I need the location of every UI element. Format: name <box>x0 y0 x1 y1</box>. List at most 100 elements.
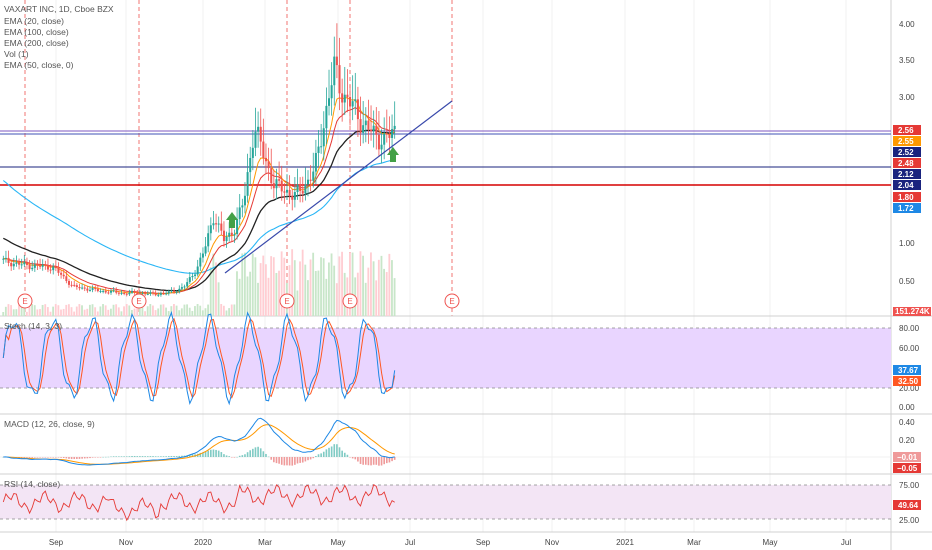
macd-hist-bar <box>70 457 73 460</box>
volume-bar <box>362 255 364 316</box>
candle-body <box>201 253 204 258</box>
candle-body <box>257 126 260 132</box>
volume-bar <box>44 304 47 316</box>
macd-hist-bar <box>283 457 286 466</box>
volume-bar <box>28 306 31 316</box>
macd-hist-bar <box>223 454 225 457</box>
earnings-marker[interactable]: E <box>279 293 295 309</box>
macd-tick: 0.40 <box>899 418 915 427</box>
macd-hist-bar <box>89 457 91 459</box>
macd-hist-bar <box>270 457 273 460</box>
macd-hist-bar <box>65 457 68 459</box>
time-label: 2020 <box>194 538 212 547</box>
macd-hist-bar <box>383 457 385 465</box>
macd-hist-bar <box>141 456 144 457</box>
macd-hist-bar <box>118 456 120 457</box>
macd-hist-bar <box>228 456 231 457</box>
volume-bar <box>78 304 81 316</box>
macd-hist-bar <box>233 457 236 458</box>
candlesticks <box>2 23 396 297</box>
candle-body <box>2 258 5 260</box>
volume-bar <box>104 305 107 316</box>
volume-bar <box>291 249 294 316</box>
macd-hist-bar <box>309 457 312 460</box>
indicator-ema-200[interactable]: EMA (200, close) <box>4 38 69 48</box>
price-pane[interactable]: E E E E E VAXART INC, 1D, Cboe BZX EMA (20, … <box>0 4 931 316</box>
candle-body <box>191 275 194 278</box>
candle-body <box>346 94 349 98</box>
stoch-pane[interactable]: Stoch (14, 3, 3) 80.00 60.00 20.00 0.00 … <box>0 310 921 412</box>
price-badge: 1.80 <box>893 192 921 202</box>
price-badge: 1.72 <box>893 203 921 213</box>
macd-signal-badge: −0.05 <box>893 463 921 473</box>
volume-bar <box>52 306 55 316</box>
svg-text:−0.01: −0.01 <box>897 453 918 462</box>
macd-hist-bar <box>128 456 131 457</box>
indicator-ema-20[interactable]: EMA (20, close) <box>4 16 64 26</box>
trend-line[interactable] <box>224 100 453 274</box>
price-tick: 0.50 <box>899 277 915 286</box>
volume-bar <box>25 311 28 316</box>
earnings-marker[interactable]: E <box>444 293 460 309</box>
stoch-tick: 0.00 <box>899 403 915 412</box>
candle-body <box>170 290 173 292</box>
volume-bar <box>299 261 301 316</box>
candle-body <box>165 293 168 295</box>
volume-bar <box>154 310 157 316</box>
candle-body <box>49 269 52 271</box>
up-arrow-icon[interactable] <box>226 212 238 228</box>
volume-bar <box>377 259 380 316</box>
candle-body <box>306 179 310 185</box>
candle-body <box>31 267 34 270</box>
earnings-marker[interactable]: E <box>342 293 358 309</box>
macd-title[interactable]: MACD (12, 26, close, 9) <box>4 419 95 429</box>
candle-body <box>7 257 10 263</box>
rsi-title[interactable]: RSI (14, close) <box>4 479 60 489</box>
macd-hist-bar <box>83 457 86 459</box>
volume-bar <box>359 251 362 316</box>
earnings-marker[interactable]: E <box>17 293 33 309</box>
candle-body <box>20 264 23 266</box>
volume-bar <box>338 256 341 316</box>
volume-bar <box>356 272 359 316</box>
candle-body <box>159 293 162 295</box>
stoch-tick: 60.00 <box>899 344 920 353</box>
candle-body <box>120 292 123 294</box>
stoch-title[interactable]: Stoch (14, 3, 3) <box>4 321 62 331</box>
candle-body <box>46 265 49 270</box>
volume-bar <box>152 305 154 316</box>
candle-body <box>62 274 65 277</box>
macd-hist-bar <box>47 457 49 458</box>
volume-bar <box>131 309 133 316</box>
macd-pane[interactable]: MACD (12, 26, close, 9) 0.40 0.20 −0.01 … <box>0 417 921 473</box>
macd-hist-bar <box>280 457 283 465</box>
macd-hist-bar <box>170 455 173 457</box>
volume-bar <box>243 252 246 316</box>
candle-body <box>215 223 218 225</box>
time-axis[interactable]: Sep Nov 2020 Mar May Jul Sep Nov 2021 Mar May Jul <box>49 538 851 547</box>
macd-hist-bar <box>349 457 351 458</box>
candle-body <box>309 179 312 181</box>
macd-hist-bar <box>175 456 178 457</box>
candle-body <box>225 236 228 242</box>
indicator-ema-50[interactable]: EMA (50, close, 0) <box>4 60 74 70</box>
candle-body <box>264 157 267 162</box>
volume-bar <box>41 304 44 316</box>
candle-body <box>246 172 249 196</box>
rsi-pane[interactable]: RSI (14, close) 75.00 25.00 49.64 <box>0 479 921 525</box>
macd-hist-bar <box>315 456 317 457</box>
up-arrow-icon[interactable] <box>387 147 399 162</box>
time-label: May <box>762 538 777 547</box>
macd-hist-bar <box>133 455 136 457</box>
macd-hist-bar <box>338 447 341 457</box>
candle-body <box>251 147 254 158</box>
indicator-ema-100[interactable]: EMA (100, close) <box>4 27 69 37</box>
macd-hist-bar <box>157 456 160 457</box>
earnings-marker[interactable]: E <box>131 293 147 309</box>
svg-text:2.56: 2.56 <box>898 126 914 135</box>
volume-bar <box>178 310 181 316</box>
indicator-volume[interactable]: Vol (1) <box>4 49 29 59</box>
candle-body <box>207 233 210 247</box>
